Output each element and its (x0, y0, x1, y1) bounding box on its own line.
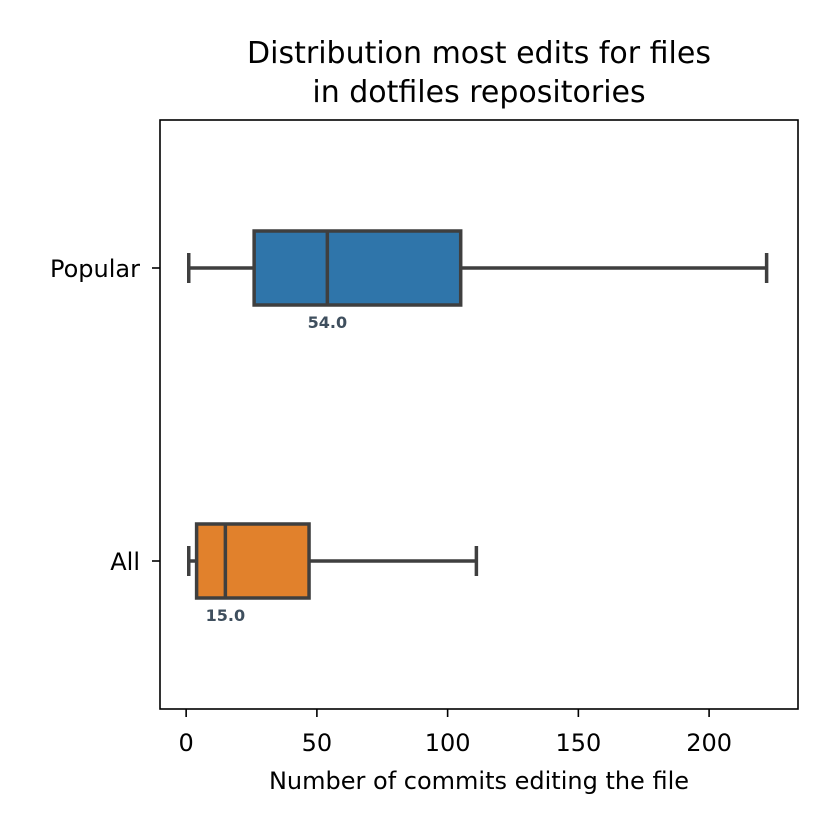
box-popular: 54.0 (187, 229, 769, 332)
median-label: 54.0 (308, 313, 347, 332)
median-label: 15.0 (206, 606, 245, 625)
x-tick-label: 150 (555, 729, 601, 757)
box-series: 54.0 15.0 (187, 229, 769, 625)
x-tick-label: 50 (302, 729, 333, 757)
y-axis: Popular All (50, 255, 160, 576)
x-tick-label: 100 (425, 729, 471, 757)
interquartile-box (252, 229, 463, 307)
chart-title-line-1: Distribution most edits for files (247, 36, 711, 71)
y-tick-label: All (110, 548, 140, 576)
plot-area-frame (159, 119, 799, 710)
x-axis-label: Number of commits editing the file (269, 767, 689, 795)
chart-title-line-2: in dotfiles repositories (312, 75, 645, 110)
box-all: 15.0 (187, 522, 479, 625)
x-axis: 0 50 100 150 200 (179, 709, 732, 757)
y-tick-label: Popular (50, 255, 140, 283)
x-tick-label: 0 (179, 729, 194, 757)
x-tick-label: 200 (686, 729, 732, 757)
interquartile-box (194, 522, 311, 600)
